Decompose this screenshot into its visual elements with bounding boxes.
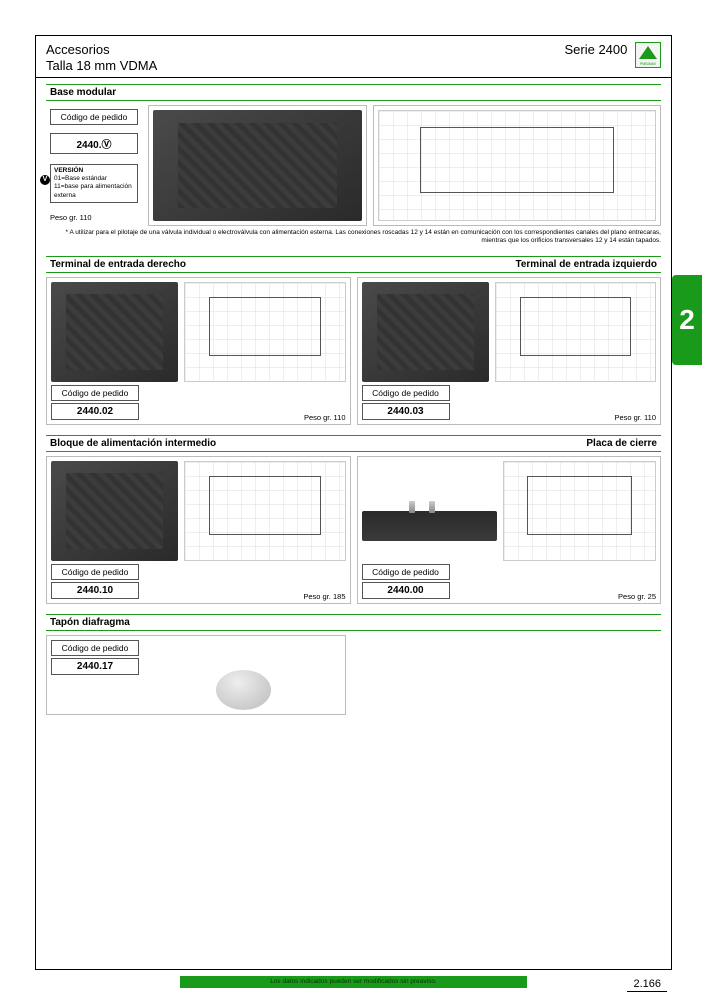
chapter-number: 2 bbox=[679, 304, 695, 336]
technical-drawing-icon bbox=[495, 282, 656, 382]
product-photo-icon bbox=[51, 461, 178, 561]
feed-block-card: Código de pedido 2440.10 Peso gr. 185 bbox=[46, 456, 351, 604]
section-title-left: Terminal de entrada derecho bbox=[50, 259, 186, 270]
footer-disclaimer-text: Los datos indicados pueden ser modificad… bbox=[270, 978, 437, 985]
order-label: Código de pedido bbox=[51, 385, 139, 401]
header-title-1: Accesorios bbox=[46, 42, 157, 58]
order-code: 2440.00 bbox=[362, 582, 450, 599]
technical-drawing-icon bbox=[184, 282, 345, 382]
chapter-side-tab: 2 bbox=[672, 275, 702, 365]
product-photo-icon bbox=[216, 670, 271, 710]
header-title-block: Accesorios Talla 18 mm VDMA bbox=[46, 42, 157, 75]
order-code: 2440.17 bbox=[51, 658, 139, 675]
header-title-2: Talla 18 mm VDMA bbox=[46, 58, 157, 74]
terminal-left-card: Código de pedido 2440.03 Peso gr. 110 bbox=[357, 277, 662, 425]
series-label: Serie 2400 bbox=[564, 42, 627, 57]
weight-label: Peso gr. 185 bbox=[303, 592, 345, 601]
order-code: 2440.10 bbox=[51, 582, 139, 599]
technical-drawing-card bbox=[373, 105, 661, 227]
product-photo-icon bbox=[362, 282, 489, 382]
order-info-block: Código de pedido 2440.Ⓥ V VERSIÓN 01=Bas… bbox=[46, 105, 142, 227]
order-label: Código de pedido bbox=[50, 109, 138, 125]
catalog-page: Accesorios Talla 18 mm VDMA Serie 2400 B… bbox=[35, 35, 672, 970]
closing-plate-card: Código de pedido 2440.00 Peso gr. 25 bbox=[357, 456, 662, 604]
header-series-block: Serie 2400 bbox=[564, 42, 661, 68]
order-label: Código de pedido bbox=[362, 385, 450, 401]
product-photo-icon bbox=[51, 282, 178, 382]
brand-logo-icon bbox=[635, 42, 661, 68]
order-code: 2440.02 bbox=[51, 403, 139, 420]
page-header: Accesorios Talla 18 mm VDMA Serie 2400 bbox=[36, 36, 671, 78]
diaphragm-photo-wrap bbox=[145, 640, 341, 710]
diaphragm-row: Código de pedido 2440.17 bbox=[46, 635, 661, 715]
technical-drawing-icon bbox=[184, 461, 345, 561]
section-title-terminals: Terminal de entrada derecho Terminal de … bbox=[46, 256, 661, 273]
product-photo-icon bbox=[362, 511, 498, 541]
weight-label: Peso gr. 25 bbox=[618, 592, 656, 601]
footer-disclaimer-bar: Los datos indicados pueden ser modificad… bbox=[180, 976, 527, 988]
page-content: Base modular Código de pedido 2440.Ⓥ V V… bbox=[36, 78, 671, 725]
weight-label: Peso gr. 110 bbox=[304, 413, 346, 422]
product-photo-card bbox=[148, 105, 367, 227]
page-number: 2.166 bbox=[627, 977, 667, 992]
order-label: Código de pedido bbox=[362, 564, 450, 580]
terminal-right-card: Código de pedido 2440.02 Peso gr. 110 bbox=[46, 277, 351, 425]
section-body-base-modular: Código de pedido 2440.Ⓥ V VERSIÓN 01=Bas… bbox=[46, 105, 661, 227]
order-code: 2440.Ⓥ bbox=[50, 133, 138, 154]
order-label: Código de pedido bbox=[51, 640, 139, 656]
closing-plate-photo-wrap bbox=[362, 461, 498, 561]
order-label: Código de pedido bbox=[51, 564, 139, 580]
product-photo-icon bbox=[153, 110, 362, 222]
technical-drawing-icon bbox=[503, 461, 656, 561]
section-title-feedblock: Bloque de alimentación intermedio Placa … bbox=[46, 435, 661, 452]
section-title-base-modular: Base modular bbox=[46, 84, 661, 101]
order-code: 2440.03 bbox=[362, 403, 450, 420]
technical-drawing-icon bbox=[378, 110, 656, 222]
version-title: VERSIÓN bbox=[54, 167, 134, 175]
diaphragm-card: Código de pedido 2440.17 bbox=[46, 635, 346, 715]
v-badge-icon: V bbox=[40, 175, 50, 185]
section-title-text: Base modular bbox=[50, 87, 116, 98]
version-box: V VERSIÓN 01=Base estándar 11=base para … bbox=[50, 164, 138, 204]
version-line-2: 11=base para alimentación externa bbox=[54, 183, 134, 200]
section-title-text: Tapón diafragma bbox=[50, 617, 130, 628]
feedblock-row: Código de pedido 2440.10 Peso gr. 185 Có… bbox=[46, 456, 661, 604]
section-title-left: Bloque de alimentación intermedio bbox=[50, 438, 216, 449]
section-title-diaphragm: Tapón diafragma bbox=[46, 614, 661, 631]
section-title-right: Terminal de entrada izquierdo bbox=[515, 259, 657, 270]
version-line-1: 01=Base estándar bbox=[54, 175, 134, 183]
section-title-right: Placa de cierre bbox=[586, 438, 657, 449]
footnote-text: * A utilizar para el pilotaje de una vál… bbox=[46, 229, 661, 245]
weight-label: Peso gr. 110 bbox=[614, 413, 656, 422]
weight-label: Peso gr. 110 bbox=[50, 213, 138, 222]
terminals-row: Código de pedido 2440.02 Peso gr. 110 Có… bbox=[46, 277, 661, 425]
